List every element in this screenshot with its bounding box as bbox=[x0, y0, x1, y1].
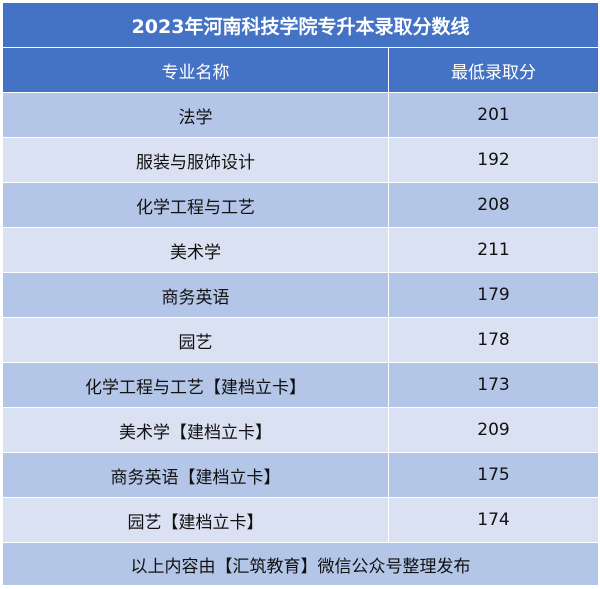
header-major: 专业名称 bbox=[2, 47, 389, 93]
major-cell: 美术学【建档立卡】 bbox=[2, 407, 389, 453]
table-title: 2023年河南科技学院专升本录取分数线 bbox=[1, 2, 600, 48]
major-cell: 化学工程与工艺【建档立卡】 bbox=[2, 362, 389, 408]
score-cell: 211 bbox=[387, 227, 600, 273]
table-row: 化学工程与工艺 208 bbox=[2, 182, 600, 228]
header-score: 最低录取分 bbox=[387, 47, 600, 93]
table-row: 美术学【建档立卡】 209 bbox=[2, 407, 600, 453]
score-cell: 179 bbox=[387, 272, 600, 318]
major-cell: 商务英语【建档立卡】 bbox=[2, 452, 389, 498]
footer-row: 以上内容由【汇筑教育】微信公众号整理发布 bbox=[1, 542, 600, 586]
score-cell: 173 bbox=[387, 362, 600, 408]
score-cell: 208 bbox=[387, 182, 600, 228]
score-cell: 192 bbox=[387, 137, 600, 183]
table-row: 园艺 178 bbox=[2, 317, 600, 363]
major-cell: 化学工程与工艺 bbox=[2, 182, 389, 228]
header-row: 专业名称 最低录取分 bbox=[2, 47, 600, 93]
major-cell: 园艺【建档立卡】 bbox=[2, 497, 389, 543]
score-cell: 174 bbox=[387, 497, 600, 543]
major-cell: 商务英语 bbox=[2, 272, 389, 318]
table-row: 美术学 211 bbox=[2, 227, 600, 273]
title-row: 2023年河南科技学院专升本录取分数线 bbox=[1, 2, 600, 48]
table-row: 商务英语【建档立卡】 175 bbox=[2, 452, 600, 498]
major-cell: 服装与服饰设计 bbox=[2, 137, 389, 183]
table-row: 园艺【建档立卡】 174 bbox=[2, 497, 600, 543]
major-cell: 园艺 bbox=[2, 317, 389, 363]
score-cell: 209 bbox=[387, 407, 600, 453]
table-row: 商务英语 179 bbox=[2, 272, 600, 318]
score-cell: 178 bbox=[387, 317, 600, 363]
major-cell: 法学 bbox=[2, 92, 389, 138]
table-row: 法学 201 bbox=[2, 92, 600, 138]
table-row: 化学工程与工艺【建档立卡】 173 bbox=[2, 362, 600, 408]
score-cell: 175 bbox=[387, 452, 600, 498]
table-row: 服装与服饰设计 192 bbox=[2, 137, 600, 183]
major-cell: 美术学 bbox=[2, 227, 389, 273]
score-cell: 201 bbox=[387, 92, 600, 138]
source-note: 以上内容由【汇筑教育】微信公众号整理发布 bbox=[1, 542, 600, 586]
